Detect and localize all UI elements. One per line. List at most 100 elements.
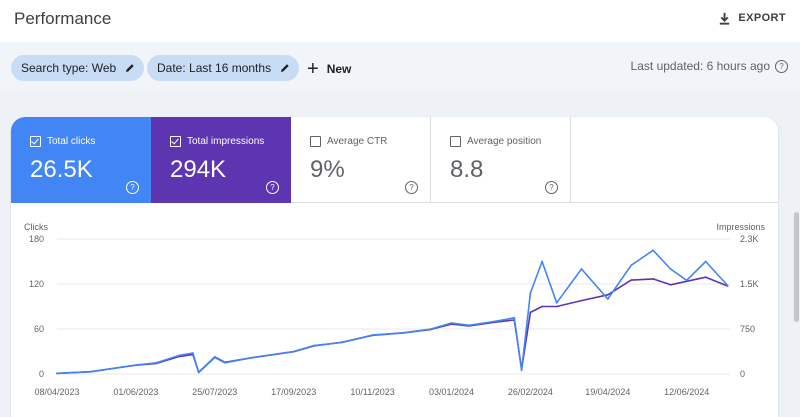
data-point-clicks bbox=[652, 249, 654, 252]
data-point-clicks bbox=[541, 260, 543, 263]
page-title: Performance bbox=[14, 9, 112, 28]
data-point-clicks bbox=[493, 320, 495, 323]
checkbox-checked-icon[interactable] bbox=[30, 136, 41, 147]
chart-series bbox=[56, 249, 729, 375]
performance-chart[interactable]: 180 2.3K 120 1.5K 60 750 0 0 Clicks Impressions 08… bbox=[11, 117, 778, 417]
data-point-clicks bbox=[224, 361, 226, 364]
data-point-clicks bbox=[513, 316, 516, 319]
y-axis-label-left: Clicks bbox=[24, 222, 48, 232]
data-point-impressions bbox=[529, 311, 532, 314]
data-point-clicks bbox=[155, 361, 158, 364]
help-icon[interactable]: ? bbox=[545, 181, 558, 194]
x-tick-label: 19/04/2024 bbox=[585, 387, 630, 397]
data-point-impressions bbox=[580, 299, 583, 302]
last-updated-text: Last updated: 6 hours ago bbox=[630, 59, 770, 73]
data-point-clicks bbox=[430, 328, 432, 330]
series-line-clicks bbox=[56, 249, 729, 375]
x-tick-label: 17/09/2023 bbox=[271, 387, 316, 397]
x-tick-label: 03/01/2024 bbox=[429, 387, 474, 397]
help-icon[interactable]: ? bbox=[266, 181, 279, 194]
data-point-impressions bbox=[669, 283, 672, 286]
metric-value: 26.5K bbox=[30, 156, 93, 183]
data-point-clicks bbox=[178, 354, 181, 357]
data-point-clicks bbox=[135, 364, 137, 366]
data-point-clicks bbox=[56, 372, 58, 375]
data-point-impressions bbox=[704, 276, 707, 279]
data-point-clicks bbox=[606, 298, 609, 300]
search-type-chip[interactable]: Search type: Web bbox=[11, 55, 145, 81]
y-tick-right: 0 bbox=[740, 369, 745, 379]
export-button[interactable]: EXPORT bbox=[717, 8, 786, 28]
checkbox-unchecked-icon[interactable] bbox=[310, 136, 321, 147]
edit-pencil-icon bbox=[126, 64, 134, 72]
y-tick-left: 60 bbox=[34, 324, 44, 334]
metric-value: 294K bbox=[170, 156, 227, 183]
y-tick-left: 120 bbox=[29, 279, 44, 289]
metric-label: Total clicks bbox=[47, 136, 96, 147]
y-axis-label-right: Impressions bbox=[716, 222, 765, 232]
help-icon[interactable]: ? bbox=[126, 181, 139, 194]
data-point-clicks bbox=[371, 334, 374, 336]
checkbox-unchecked-icon[interactable] bbox=[450, 136, 461, 147]
data-point-clicks bbox=[450, 322, 453, 324]
top-bar: Performance EXPORT bbox=[0, 0, 800, 43]
help-icon[interactable]: ? bbox=[775, 59, 788, 73]
data-point-clicks bbox=[580, 268, 583, 270]
data-point-clicks bbox=[251, 356, 254, 359]
search-type-label: Search type: Web bbox=[21, 61, 117, 75]
scrollbar-thumb[interactable] bbox=[794, 212, 799, 322]
new-label: New bbox=[326, 62, 352, 76]
divider bbox=[571, 202, 778, 203]
filter-bar: Search type: Web Date: Last 16 months + … bbox=[0, 42, 800, 92]
x-tick-label: 25/07/2023 bbox=[192, 387, 237, 397]
scrollbar[interactable] bbox=[792, 92, 800, 417]
date-label: Date: Last 16 months bbox=[157, 61, 272, 75]
edit-pencil-icon bbox=[281, 64, 289, 72]
x-tick-label: 10/11/2023 bbox=[350, 387, 394, 397]
plus-icon: + bbox=[307, 58, 319, 80]
metric-total-impressions[interactable]: Total impressions 294K ? bbox=[151, 117, 291, 203]
y-tick-left: 180 bbox=[29, 234, 44, 244]
data-point-impressions bbox=[541, 305, 543, 308]
data-point-clicks bbox=[292, 350, 295, 353]
data-point-clicks bbox=[529, 292, 532, 294]
x-tick-label: 26/02/2024 bbox=[508, 387, 553, 397]
checkbox-checked-icon[interactable] bbox=[170, 136, 181, 147]
y-tick-left: 0 bbox=[39, 369, 44, 379]
y-tick-right: 750 bbox=[740, 324, 755, 334]
data-point-clicks bbox=[630, 264, 633, 267]
date-chip[interactable]: Date: Last 16 months bbox=[147, 55, 300, 81]
data-point-clicks bbox=[402, 331, 405, 334]
data-point-impressions bbox=[606, 293, 609, 296]
metric-label: Average CTR bbox=[327, 136, 388, 147]
data-point-clicks bbox=[192, 352, 194, 354]
data-point-clicks bbox=[313, 344, 315, 347]
y-tick-right: 2.3K bbox=[740, 234, 759, 244]
data-point-clicks bbox=[213, 356, 216, 359]
chart-grid bbox=[57, 238, 730, 375]
metric-total-clicks[interactable]: Total clicks 26.5K ? bbox=[11, 117, 151, 203]
data-point-clicks bbox=[726, 284, 729, 287]
performance-card: Total clicks 26.5K ? Total impressions 2… bbox=[11, 117, 778, 417]
series-line-impressions bbox=[56, 276, 728, 375]
data-point-impressions bbox=[555, 305, 558, 308]
data-point-clicks bbox=[669, 268, 672, 270]
y-tick-right: 1.5K bbox=[740, 279, 759, 289]
chart-labels: 180 2.3K 120 1.5K 60 750 0 0 Clicks Impressions 08… bbox=[24, 222, 766, 397]
data-point-clicks bbox=[197, 371, 200, 374]
data-point-clicks bbox=[341, 341, 343, 344]
data-point-clicks bbox=[89, 370, 92, 373]
data-point-clicks bbox=[520, 369, 523, 372]
data-point-clicks bbox=[704, 260, 707, 263]
data-point-clicks bbox=[685, 279, 688, 282]
last-updated: Last updated: 6 hours ago ? bbox=[631, 59, 788, 73]
data-point-clicks bbox=[555, 301, 558, 304]
metric-average-ctr[interactable]: Average CTR 9% ? bbox=[291, 117, 431, 203]
help-icon[interactable]: ? bbox=[405, 181, 418, 194]
new-filter-button[interactable]: + New bbox=[307, 59, 351, 79]
metric-average-position[interactable]: Average position 8.8 ? bbox=[431, 117, 571, 203]
metric-label: Average position bbox=[467, 136, 542, 147]
metric-label: Total impressions bbox=[187, 136, 265, 147]
data-point-impressions bbox=[652, 278, 654, 280]
x-tick-label: 01/06/2023 bbox=[113, 387, 158, 397]
